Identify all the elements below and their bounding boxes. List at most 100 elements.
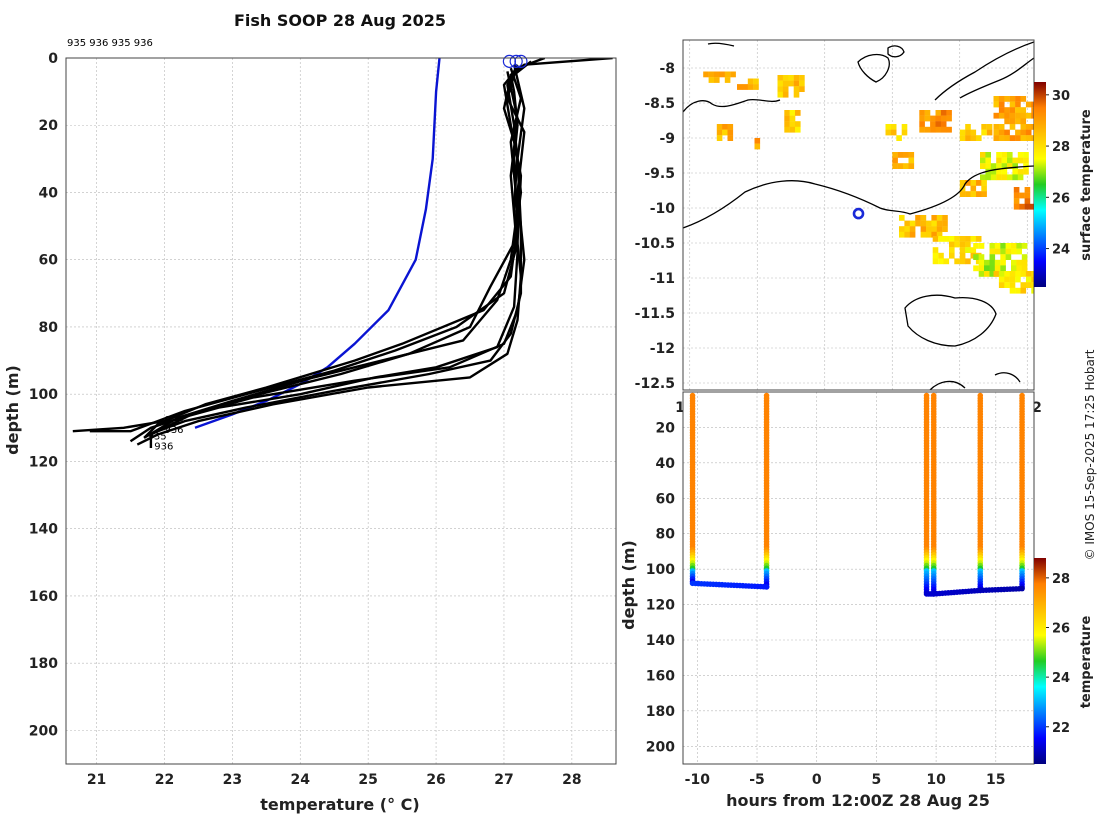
- sst-pixel: [784, 121, 790, 127]
- sst-pixel: [724, 71, 731, 78]
- y-tick-label: 200: [29, 723, 58, 739]
- y-tick-label: -10.5: [635, 236, 675, 252]
- sst-pixel: [1021, 254, 1028, 260]
- sst-pixel: [1016, 265, 1022, 272]
- sst-pixel: [727, 135, 734, 141]
- sst-pixel: [996, 152, 1002, 158]
- sst-pixel: [1023, 157, 1029, 164]
- sst-pixel: [949, 236, 955, 242]
- sst-pixel: [993, 271, 1000, 277]
- sst-pixel: [938, 258, 944, 265]
- sst-pixel: [936, 226, 943, 232]
- sst-pixel: [890, 129, 897, 136]
- surface-marker: [514, 54, 528, 68]
- sst-pixel: [938, 252, 944, 259]
- sst-pixel: [926, 231, 932, 238]
- sst-pixel: [996, 157, 1002, 164]
- sst-pixel: [989, 265, 996, 272]
- sst-pixel: [901, 129, 908, 136]
- sst-pixel: [1009, 107, 1016, 113]
- sst-pixel: [1020, 124, 1027, 130]
- sst-pixel: [1011, 259, 1017, 266]
- y-tick-label: 180: [29, 656, 58, 672]
- surface-temperature-colorbar: [1034, 82, 1046, 287]
- sst-pixel: [981, 180, 987, 186]
- y-tick-label: 40: [39, 185, 59, 201]
- sst-pixel: [777, 80, 784, 87]
- sst-pixel: [782, 86, 789, 92]
- sst-pixel: [980, 152, 986, 158]
- y-tick-label: 180: [646, 704, 675, 720]
- sst-pixel: [1012, 163, 1018, 169]
- sst-pixel: [1030, 203, 1034, 210]
- surface-marker: [509, 54, 523, 68]
- sst-pixel: [965, 180, 971, 186]
- y-tick-label: 60: [656, 491, 676, 507]
- sst-pixel: [976, 180, 982, 186]
- sst-pixel: [989, 254, 996, 260]
- colorbar-tick-label: 28: [1052, 140, 1070, 155]
- sst-pixel: [998, 129, 1005, 136]
- coastline: [994, 372, 1021, 383]
- sst-pixel: [994, 259, 1001, 266]
- sst-pixel: [899, 231, 905, 238]
- sst-pixel: [724, 77, 731, 83]
- sst-pixel: [1031, 282, 1034, 288]
- sst-pixel: [793, 75, 800, 81]
- sst-pixel: [959, 247, 966, 253]
- sst-pixel: [1019, 203, 1025, 210]
- sst-pixel: [1000, 243, 1006, 249]
- climatology-line: [194, 58, 441, 429]
- sst-pixel: [1000, 265, 1006, 272]
- y-tick-label: 20: [656, 420, 676, 436]
- sst-pixel: [1004, 107, 1010, 113]
- sst-pixel: [935, 126, 942, 133]
- coastlines: [683, 41, 1034, 390]
- sst-pixel: [959, 180, 966, 186]
- profile-plot-frame: [65, 57, 617, 765]
- sst-pixel: [985, 157, 991, 164]
- sst-pixel: [1001, 157, 1008, 164]
- sst-pixel: [998, 96, 1005, 102]
- sst-pixel: [942, 226, 948, 232]
- sst-pixel: [1009, 135, 1016, 141]
- y-tick-label: 60: [39, 253, 59, 269]
- sst-pixel: [930, 115, 936, 122]
- sst-pixel: [996, 168, 1002, 175]
- sst-pixel: [931, 215, 937, 221]
- sst-pixel: [1004, 129, 1010, 136]
- sst-pixel: [975, 236, 982, 242]
- colorbar-label: temperature: [1079, 616, 1094, 709]
- sst-pixel: [942, 215, 948, 221]
- sst-pixel: [924, 110, 931, 116]
- sst-pixel: [1025, 276, 1032, 283]
- sst-pixel: [935, 121, 942, 127]
- coastline: [887, 45, 905, 58]
- y-tick-label: 40: [656, 456, 676, 472]
- sst-pixel: [970, 236, 977, 242]
- sst-pixel: [985, 168, 991, 175]
- sst-pixel: [990, 168, 997, 175]
- coastline: [707, 42, 735, 47]
- sst-pixel: [1009, 124, 1016, 130]
- colorbar-tick-label: 24: [1052, 671, 1070, 686]
- y-tick-label: 120: [29, 454, 58, 470]
- x-tick-label: 26: [426, 772, 445, 788]
- sst-pixel: [1001, 174, 1008, 181]
- sst-pixel: [1031, 271, 1034, 277]
- sst-pixel: [892, 163, 898, 169]
- sst-pixel: [899, 226, 905, 232]
- sst-pixel: [1017, 168, 1024, 175]
- sst-pixel: [973, 243, 979, 249]
- sst-pixel: [714, 71, 720, 78]
- sst-pixel: [965, 241, 971, 248]
- sst-pixel: [993, 129, 1000, 136]
- sst-pixel: [942, 220, 948, 227]
- credit-text: © IMOS 15-Sep-2025 17:25 Hobart: [1083, 349, 1097, 560]
- sst-pixel: [994, 243, 1001, 249]
- cast-location-marker: [852, 207, 865, 220]
- sst-pixel: [984, 271, 990, 277]
- sst-pixel: [940, 121, 947, 127]
- sst-pixel: [1004, 135, 1010, 141]
- y-tick-label: 160: [29, 589, 58, 605]
